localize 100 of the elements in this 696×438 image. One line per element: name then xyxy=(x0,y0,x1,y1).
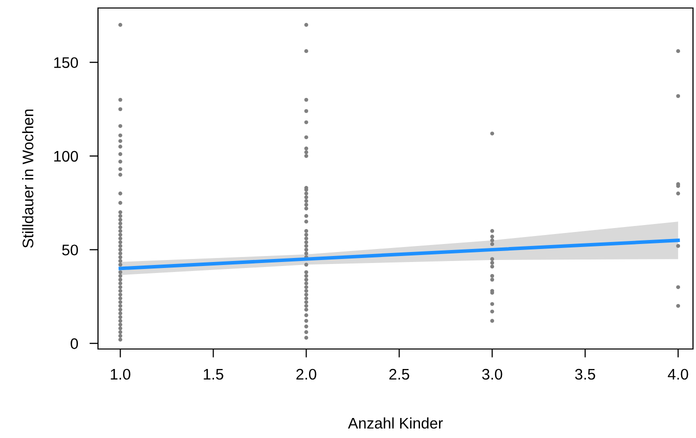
point xyxy=(118,222,122,226)
point xyxy=(118,304,122,308)
point xyxy=(118,251,122,256)
point xyxy=(118,98,122,102)
point xyxy=(304,49,308,54)
x-tick-label: 2.0 xyxy=(296,368,316,380)
point xyxy=(676,304,680,308)
point xyxy=(304,150,308,154)
x-tick-label: 1.0 xyxy=(110,368,130,380)
point xyxy=(118,244,122,248)
point xyxy=(304,206,308,210)
point xyxy=(304,240,308,244)
point xyxy=(118,326,122,330)
point xyxy=(304,98,308,102)
point xyxy=(118,22,122,27)
point xyxy=(676,285,680,290)
x-tick-label: 3.5 xyxy=(575,368,596,380)
point xyxy=(304,300,308,304)
point xyxy=(490,228,494,233)
point xyxy=(676,49,680,54)
point xyxy=(118,338,122,342)
point xyxy=(304,262,308,267)
point xyxy=(118,218,122,222)
point xyxy=(118,172,122,177)
point xyxy=(118,167,122,172)
point xyxy=(118,107,122,112)
point xyxy=(304,228,308,233)
point xyxy=(490,257,494,262)
y-tick-label: 100 xyxy=(54,150,78,162)
y-tick-label: 150 xyxy=(54,57,78,68)
point xyxy=(304,285,308,290)
point xyxy=(304,270,308,274)
point xyxy=(118,318,122,323)
point xyxy=(304,304,308,308)
point xyxy=(118,144,122,149)
point xyxy=(118,210,122,214)
point xyxy=(118,236,122,240)
point xyxy=(304,251,308,256)
x-axis-title: Anzahl Kinder xyxy=(348,417,443,429)
point xyxy=(118,124,122,128)
point xyxy=(118,152,122,156)
point xyxy=(118,334,122,338)
point xyxy=(490,302,494,306)
point xyxy=(118,232,122,237)
point xyxy=(304,214,308,218)
point xyxy=(304,120,308,124)
point xyxy=(118,200,122,205)
point xyxy=(490,264,494,269)
point xyxy=(490,234,494,239)
point xyxy=(118,258,122,263)
point xyxy=(304,199,308,203)
point xyxy=(118,160,122,164)
point xyxy=(490,310,494,314)
point xyxy=(118,240,122,244)
point xyxy=(304,202,308,207)
point xyxy=(118,292,122,297)
y-tick-label: 0 xyxy=(70,338,78,350)
point xyxy=(118,296,122,300)
point xyxy=(118,228,122,233)
point xyxy=(118,288,122,293)
point xyxy=(304,281,308,286)
point xyxy=(118,311,122,316)
point xyxy=(118,308,122,312)
point xyxy=(490,242,494,246)
x-tick-label: 4.0 xyxy=(668,368,688,380)
point xyxy=(490,132,494,136)
point xyxy=(304,236,308,240)
point xyxy=(118,330,122,334)
point xyxy=(676,94,680,98)
point xyxy=(304,135,308,140)
x-tick-label: 3.0 xyxy=(482,368,502,380)
point xyxy=(118,281,122,286)
point xyxy=(304,154,308,158)
point xyxy=(118,270,122,274)
point xyxy=(304,192,308,196)
point xyxy=(490,274,494,278)
point xyxy=(118,322,122,327)
point xyxy=(304,324,308,328)
x-tick-label: 2.5 xyxy=(389,368,410,380)
point xyxy=(118,274,122,278)
point xyxy=(304,274,308,278)
point xyxy=(118,214,122,218)
point xyxy=(304,336,308,340)
point xyxy=(304,318,308,323)
point xyxy=(304,248,308,252)
point xyxy=(676,192,680,196)
point xyxy=(304,313,308,318)
point xyxy=(304,109,308,114)
point xyxy=(304,220,308,224)
point xyxy=(118,139,122,143)
point xyxy=(118,255,122,260)
point xyxy=(118,248,122,252)
x-tick-label: 1.5 xyxy=(204,369,224,380)
point xyxy=(490,278,494,282)
point xyxy=(118,133,122,138)
point xyxy=(118,262,122,267)
point xyxy=(118,225,122,230)
point xyxy=(304,22,308,27)
point xyxy=(304,244,308,248)
point xyxy=(118,278,122,282)
